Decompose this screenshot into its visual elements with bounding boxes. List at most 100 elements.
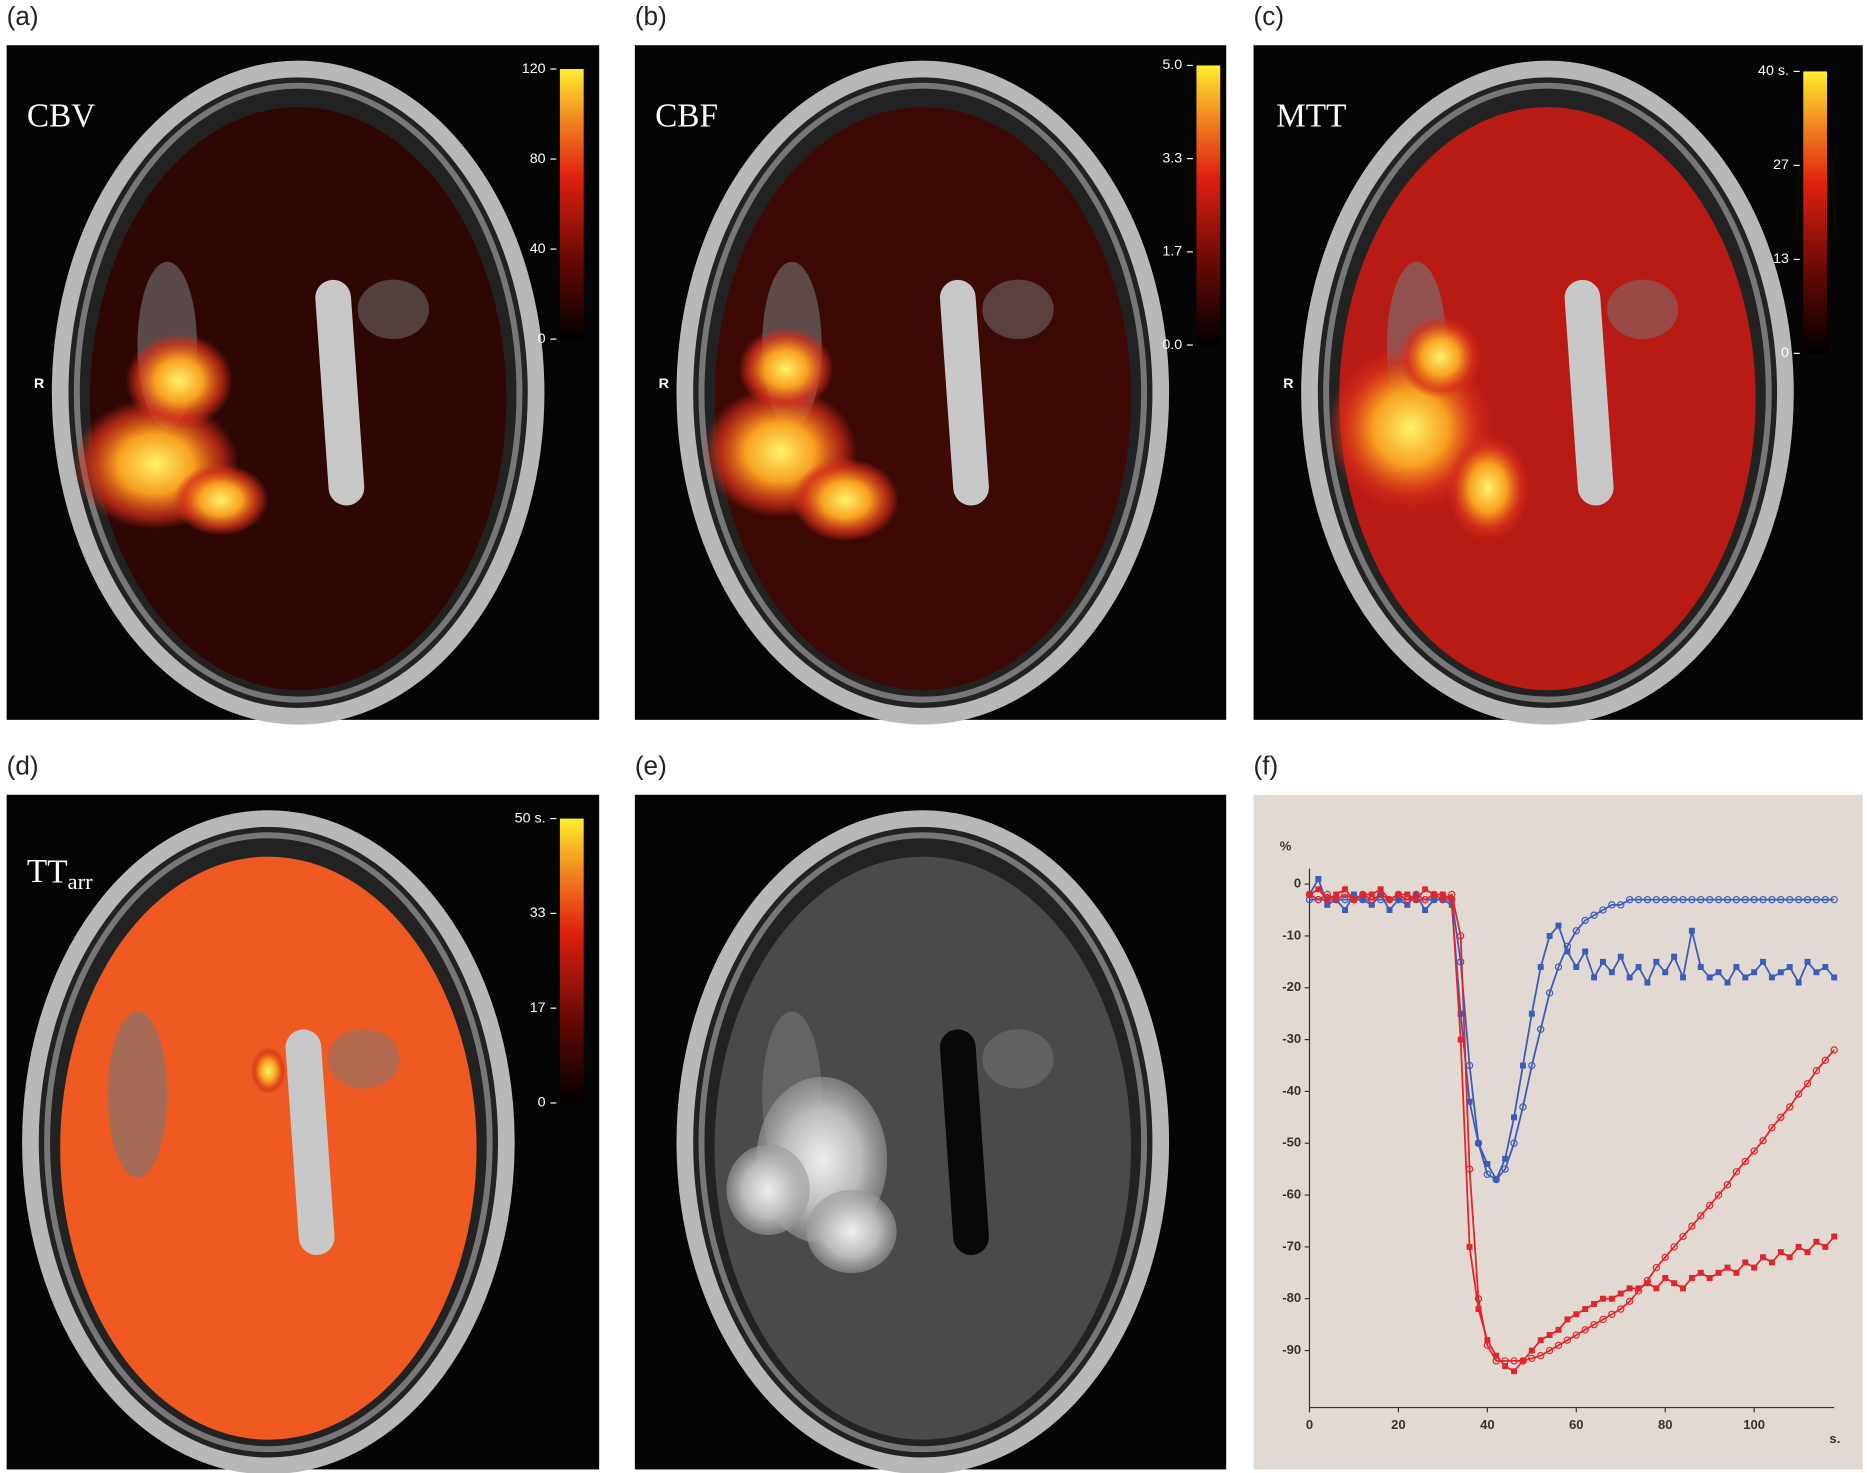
point <box>1768 974 1775 981</box>
point <box>1714 895 1723 904</box>
point <box>1680 974 1686 981</box>
x-tick-label: 0 <box>1306 1417 1313 1432</box>
point <box>1733 964 1740 971</box>
y-tick-label: -10 <box>1282 927 1301 942</box>
point <box>1359 896 1366 903</box>
lesion <box>125 333 233 429</box>
point <box>1661 1253 1669 1261</box>
point <box>1483 1170 1492 1179</box>
point <box>1777 895 1785 904</box>
point <box>1652 1263 1661 1272</box>
lesion <box>726 1144 810 1236</box>
x-tick-label: 60 <box>1569 1417 1584 1432</box>
point <box>1510 1139 1518 1147</box>
point <box>1545 1346 1554 1355</box>
point <box>1590 1320 1598 1329</box>
point <box>1555 922 1562 929</box>
y-tick-label: -80 <box>1282 1290 1301 1305</box>
point <box>1617 1290 1624 1297</box>
point <box>1751 1264 1758 1271</box>
chart-background <box>1253 794 1863 1470</box>
point <box>1671 1280 1678 1287</box>
point <box>1688 1275 1695 1281</box>
point <box>1537 1337 1544 1344</box>
point <box>1537 1352 1545 1360</box>
point <box>1742 1259 1749 1266</box>
colorbar-label: 50 s. <box>515 810 546 826</box>
colorbar-label: 0 <box>1781 345 1789 361</box>
point <box>1724 1264 1731 1271</box>
point <box>1341 895 1349 904</box>
point <box>1385 895 1394 904</box>
point <box>1750 895 1758 904</box>
point <box>1591 1300 1598 1307</box>
point <box>1804 1249 1811 1256</box>
point <box>1723 895 1732 904</box>
point <box>1831 974 1838 981</box>
ventricle <box>1564 279 1614 506</box>
side-marker: R <box>659 376 670 392</box>
point <box>1822 1243 1829 1250</box>
point <box>1714 1191 1723 1199</box>
panel-label: (f) <box>1254 750 1279 780</box>
point <box>1697 964 1704 971</box>
side-marker: R <box>34 376 45 392</box>
point <box>1733 1269 1740 1276</box>
gray-patch <box>982 279 1054 340</box>
colorbar-label: 27 <box>1773 157 1789 173</box>
point <box>1591 974 1598 981</box>
point <box>1599 906 1607 914</box>
point <box>1582 948 1589 955</box>
point <box>1306 891 1313 898</box>
point <box>1625 1297 1634 1306</box>
lesion <box>173 464 269 536</box>
point <box>1537 964 1544 971</box>
point <box>1679 895 1687 904</box>
point <box>1581 1326 1589 1334</box>
point <box>1324 896 1331 903</box>
point <box>1608 1310 1616 1318</box>
point <box>1777 1249 1784 1256</box>
point <box>1794 895 1803 904</box>
x-tick-label: 100 <box>1743 1417 1765 1432</box>
point <box>1732 1168 1741 1176</box>
point <box>1572 1331 1580 1339</box>
point <box>1626 1285 1633 1292</box>
point <box>1653 1285 1660 1292</box>
gray-patch <box>982 1029 1054 1089</box>
gray-patch <box>107 1011 168 1178</box>
point <box>1368 891 1375 898</box>
point <box>1554 1341 1563 1350</box>
point <box>1804 958 1811 965</box>
colorbar-label: 5.0 <box>1162 57 1182 73</box>
point <box>1342 907 1349 914</box>
panel-label: (b) <box>635 1 667 31</box>
point <box>1634 895 1643 904</box>
colorbar-label: 33 <box>530 905 546 921</box>
lesion <box>1446 434 1530 542</box>
colorbar-label: 120 <box>522 61 546 77</box>
point <box>1777 1113 1785 1122</box>
point <box>1395 891 1402 898</box>
lesion <box>1398 315 1483 399</box>
point <box>1599 958 1606 965</box>
y-tick-label: -50 <box>1282 1135 1301 1150</box>
point <box>1724 979 1731 986</box>
point <box>1315 875 1322 882</box>
point <box>1305 890 1314 899</box>
skull-inner <box>1323 82 1772 703</box>
point <box>1519 1357 1527 1365</box>
point <box>1688 927 1695 934</box>
panel-title-sub: arr <box>68 869 94 894</box>
point <box>1768 1124 1776 1132</box>
side-marker: R <box>1283 376 1294 392</box>
panel-title: CBF <box>655 98 718 135</box>
point <box>1377 886 1384 893</box>
brain <box>714 856 1132 1440</box>
point <box>1350 895 1358 904</box>
panel-label: (a) <box>7 1 39 31</box>
point <box>1795 1243 1802 1250</box>
ventricle <box>939 1029 989 1256</box>
point <box>1635 1285 1642 1292</box>
point <box>1662 1275 1669 1281</box>
